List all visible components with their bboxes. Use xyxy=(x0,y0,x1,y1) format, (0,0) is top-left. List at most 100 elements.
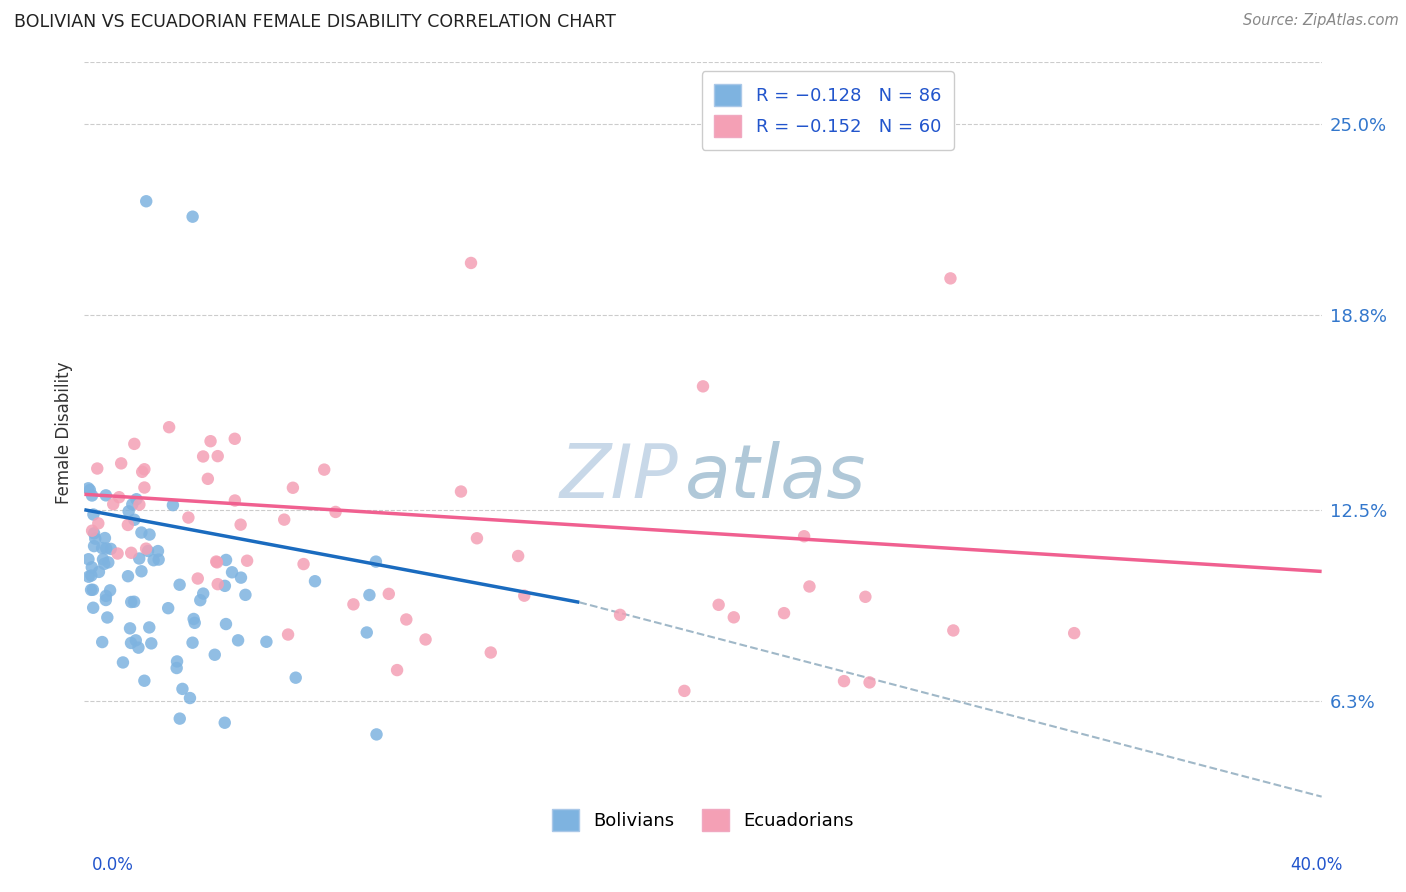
Point xyxy=(187,572,209,586)
Point xyxy=(108,490,131,504)
Point xyxy=(82,524,104,538)
Point xyxy=(131,564,153,578)
Point xyxy=(125,633,148,648)
Point xyxy=(284,671,307,685)
Point xyxy=(356,625,378,640)
Point xyxy=(120,636,142,650)
Point xyxy=(793,529,815,543)
Point xyxy=(107,547,129,561)
Point xyxy=(80,568,103,582)
Point xyxy=(135,194,157,209)
Point xyxy=(128,551,150,566)
Point xyxy=(191,450,214,464)
Point xyxy=(214,715,236,730)
Point xyxy=(314,462,336,476)
Point xyxy=(148,552,170,566)
Point xyxy=(80,488,103,502)
Point xyxy=(359,588,381,602)
Point xyxy=(277,627,299,641)
Point xyxy=(221,566,243,580)
Point xyxy=(385,663,408,677)
Point xyxy=(84,532,107,546)
Point xyxy=(80,560,103,574)
Point xyxy=(366,727,388,741)
Legend: Bolivians, Ecuadorians: Bolivians, Ecuadorians xyxy=(546,802,860,838)
Point xyxy=(118,504,141,518)
Point xyxy=(157,420,180,434)
Point xyxy=(138,527,160,541)
Point xyxy=(183,615,205,630)
Point xyxy=(723,610,745,624)
Point xyxy=(236,554,259,568)
Point xyxy=(479,646,502,660)
Point xyxy=(82,508,104,522)
Point xyxy=(162,498,184,512)
Point xyxy=(181,210,204,224)
Point xyxy=(364,555,387,569)
Point xyxy=(111,656,134,670)
Point xyxy=(94,589,117,603)
Point xyxy=(120,546,142,560)
Point xyxy=(142,553,165,567)
Text: 0.0%: 0.0% xyxy=(91,856,134,874)
Point xyxy=(77,552,100,566)
Point xyxy=(692,379,714,393)
Text: Source: ZipAtlas.com: Source: ZipAtlas.com xyxy=(1243,13,1399,29)
Point xyxy=(179,691,201,706)
Point xyxy=(134,481,156,495)
Point xyxy=(83,539,105,553)
Point xyxy=(273,513,295,527)
Point xyxy=(460,256,482,270)
Point xyxy=(117,518,139,533)
Point xyxy=(117,569,139,583)
Point xyxy=(82,600,104,615)
Point xyxy=(82,582,104,597)
Point xyxy=(188,593,211,607)
Point xyxy=(673,684,696,698)
Point xyxy=(79,483,101,497)
Point xyxy=(125,492,148,507)
Point xyxy=(378,587,401,601)
Text: ZIP: ZIP xyxy=(560,441,678,513)
Point xyxy=(707,598,730,612)
Point xyxy=(131,525,153,540)
Point xyxy=(205,555,228,569)
Point xyxy=(96,541,118,556)
Point xyxy=(415,632,437,647)
Point xyxy=(197,472,219,486)
Point xyxy=(96,610,118,624)
Point xyxy=(122,595,145,609)
Point xyxy=(103,497,125,511)
Point xyxy=(138,620,160,634)
Point xyxy=(939,271,962,285)
Point xyxy=(224,493,246,508)
Point xyxy=(124,513,146,527)
Point xyxy=(853,590,876,604)
Point xyxy=(94,531,117,545)
Point xyxy=(465,531,488,545)
Point xyxy=(91,541,114,555)
Point xyxy=(229,517,252,532)
Point xyxy=(450,484,472,499)
Point xyxy=(157,601,180,615)
Point xyxy=(609,607,631,622)
Point xyxy=(166,655,188,669)
Point xyxy=(128,498,150,512)
Point xyxy=(93,557,115,571)
Point xyxy=(87,565,110,579)
Point xyxy=(215,617,238,632)
Y-axis label: Female Disability: Female Disability xyxy=(55,361,73,504)
Point xyxy=(214,579,236,593)
Point xyxy=(229,571,252,585)
Point xyxy=(325,505,347,519)
Point xyxy=(94,488,117,502)
Point xyxy=(254,634,277,648)
Point xyxy=(942,624,965,638)
Point xyxy=(1063,626,1085,640)
Point xyxy=(224,432,246,446)
Point xyxy=(91,635,114,649)
Text: 40.0%: 40.0% xyxy=(1291,856,1343,874)
Point xyxy=(100,541,122,556)
Point xyxy=(169,578,191,592)
Point xyxy=(181,636,204,650)
